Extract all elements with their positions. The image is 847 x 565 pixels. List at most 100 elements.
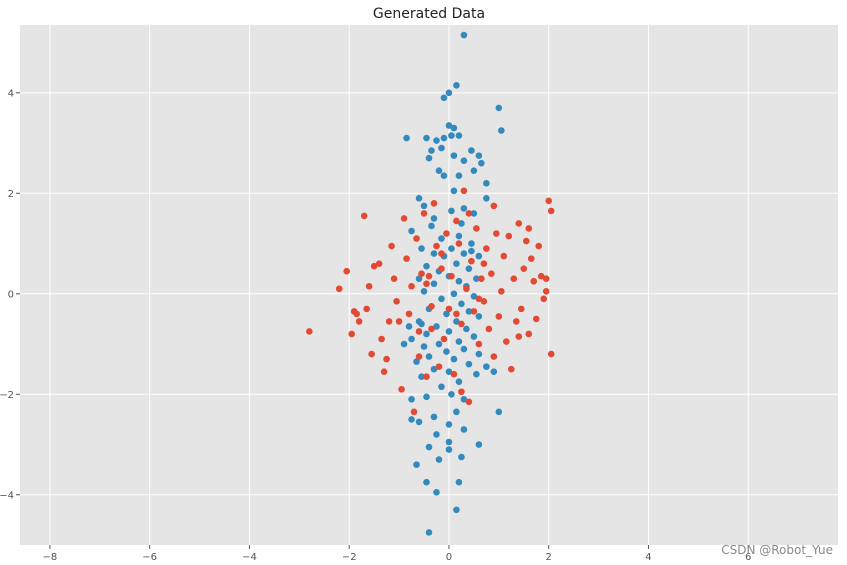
scatter-point-series-1 — [453, 506, 460, 514]
scatter-point-series-1 — [453, 408, 460, 416]
scatter-point-series-2 — [360, 212, 368, 220]
scatter-point-series-1 — [435, 340, 443, 348]
scatter-point-series-2 — [507, 365, 515, 373]
scatter-point-series-2 — [458, 388, 465, 396]
y-tick-label: 2 — [8, 189, 14, 200]
scatter-point-series-1 — [433, 488, 440, 496]
grid-lines — [20, 25, 838, 545]
scatter-point-series-1 — [483, 363, 490, 370]
scatter-point-series-2 — [540, 295, 548, 303]
scatter-point-series-1 — [428, 222, 435, 230]
scatter-point-series-1 — [425, 529, 433, 536]
scatter-point-series-1 — [448, 390, 455, 398]
scatter-point-series-2 — [440, 335, 448, 343]
x-tick-label: −4 — [242, 552, 257, 563]
scatter-point-series-2 — [385, 318, 393, 325]
scatter-point-series-2 — [433, 242, 440, 250]
scatter-point-series-2 — [465, 398, 473, 406]
scatter-point-series-1 — [470, 210, 478, 217]
scatter-point-series-1 — [430, 365, 438, 373]
scatter-point-series-1 — [460, 250, 468, 257]
scatter-point-series-1 — [448, 132, 455, 139]
x-tick-label: 0 — [446, 552, 452, 563]
scatter-point-series-1 — [475, 252, 483, 260]
scatter-point-series-1 — [495, 408, 503, 416]
scatter-point-series-1 — [418, 373, 425, 380]
scatter-point-series-1 — [420, 202, 428, 210]
scatter-point-series-2 — [400, 215, 408, 222]
scatter-point-series-1 — [438, 235, 445, 242]
scatter-point-series-2 — [410, 408, 418, 416]
scatter-point-series-2 — [537, 272, 545, 280]
scatter-point-series-2 — [428, 303, 435, 310]
scatter-point-series-1 — [415, 275, 423, 283]
scatter-point-series-1 — [418, 245, 425, 252]
x-tick-label: 2 — [546, 552, 552, 563]
scatter-point-series-1 — [413, 358, 420, 365]
scatter-point-series-1 — [453, 260, 460, 267]
scatter-point-series-1 — [498, 127, 505, 134]
scatter-point-series-1 — [455, 277, 463, 285]
scatter-point-series-2 — [512, 318, 520, 325]
scatter-point-series-1 — [425, 443, 433, 451]
scatter-point-series-2 — [343, 267, 351, 275]
scatter-point-series-2 — [527, 255, 535, 262]
scatter-point-series-2 — [530, 277, 538, 285]
scatter-point-series-2 — [493, 230, 500, 237]
watermark: CSDN @Robot_Yue — [721, 543, 833, 557]
scatter-point-series-1 — [460, 31, 468, 39]
scatter-point-series-2 — [510, 275, 518, 283]
scatter-point-series-1 — [455, 478, 463, 486]
scatter-point-series-2 — [420, 210, 428, 217]
scatter-point-series-1 — [433, 323, 440, 330]
scatter-point-series-2 — [520, 265, 528, 272]
scatter-point-series-1 — [408, 395, 415, 403]
scatter-point-series-1 — [433, 137, 440, 144]
scatter-point-series-2 — [370, 262, 378, 270]
scatter-point-series-2 — [515, 220, 523, 227]
scatter-point-series-1 — [453, 318, 460, 325]
scatter-point-series-2 — [542, 275, 550, 283]
y-tick-label: 0 — [8, 289, 14, 300]
scatter-point-series-2 — [522, 237, 530, 245]
scatter-point-series-1 — [415, 418, 423, 426]
scatter-point-series-1 — [443, 348, 450, 355]
scatter-point-series-1 — [400, 340, 408, 348]
scatter-point-series-2 — [495, 313, 503, 320]
scatter-point-series-2 — [428, 325, 435, 333]
scatter-point-series-2 — [488, 270, 495, 277]
scatter-point-series-1 — [403, 134, 410, 142]
scatter-point-series-1 — [455, 232, 463, 240]
scatter-point-series-1 — [465, 360, 473, 368]
scatter-point-series-1 — [455, 132, 463, 139]
scatter-point-series-2 — [525, 225, 533, 232]
scatter-point-series-2 — [430, 200, 438, 207]
scatter-point-series-1 — [450, 152, 458, 159]
scatter-point-series-2 — [483, 245, 490, 252]
scatter-point-series-1 — [440, 134, 448, 142]
scatter-point-series-1 — [445, 421, 453, 428]
scatter-point-series-2 — [503, 338, 510, 345]
scatter-point-series-1 — [483, 195, 490, 202]
scatter-point-series-2 — [485, 325, 493, 333]
scatter-point-series-1 — [435, 456, 443, 463]
scatter-point-series-1 — [420, 343, 428, 350]
scatter-point-series-1 — [453, 81, 460, 89]
scatter-point-series-2 — [542, 287, 550, 295]
scatter-point-series-1 — [460, 395, 468, 403]
scatter-point-series-1 — [473, 370, 480, 378]
scatter-point-series-2 — [498, 287, 505, 295]
scatter-point-series-1 — [478, 159, 485, 167]
scatter-point-series-1 — [465, 308, 473, 315]
scatter-point-series-1 — [430, 413, 438, 421]
scatter-point-series-1 — [413, 461, 420, 468]
scatter-point-series-2 — [375, 260, 383, 267]
scatter-point-series-1 — [423, 393, 430, 401]
scatter-point-series-2 — [425, 272, 433, 280]
scatter-point-series-1 — [458, 220, 465, 227]
scatter-point-series-2 — [348, 330, 355, 338]
scatter-point-series-2 — [448, 272, 455, 280]
scatter-point-series-1 — [470, 167, 478, 175]
x-tick-label: −6 — [142, 552, 157, 563]
x-tick-label: 6 — [745, 552, 751, 563]
